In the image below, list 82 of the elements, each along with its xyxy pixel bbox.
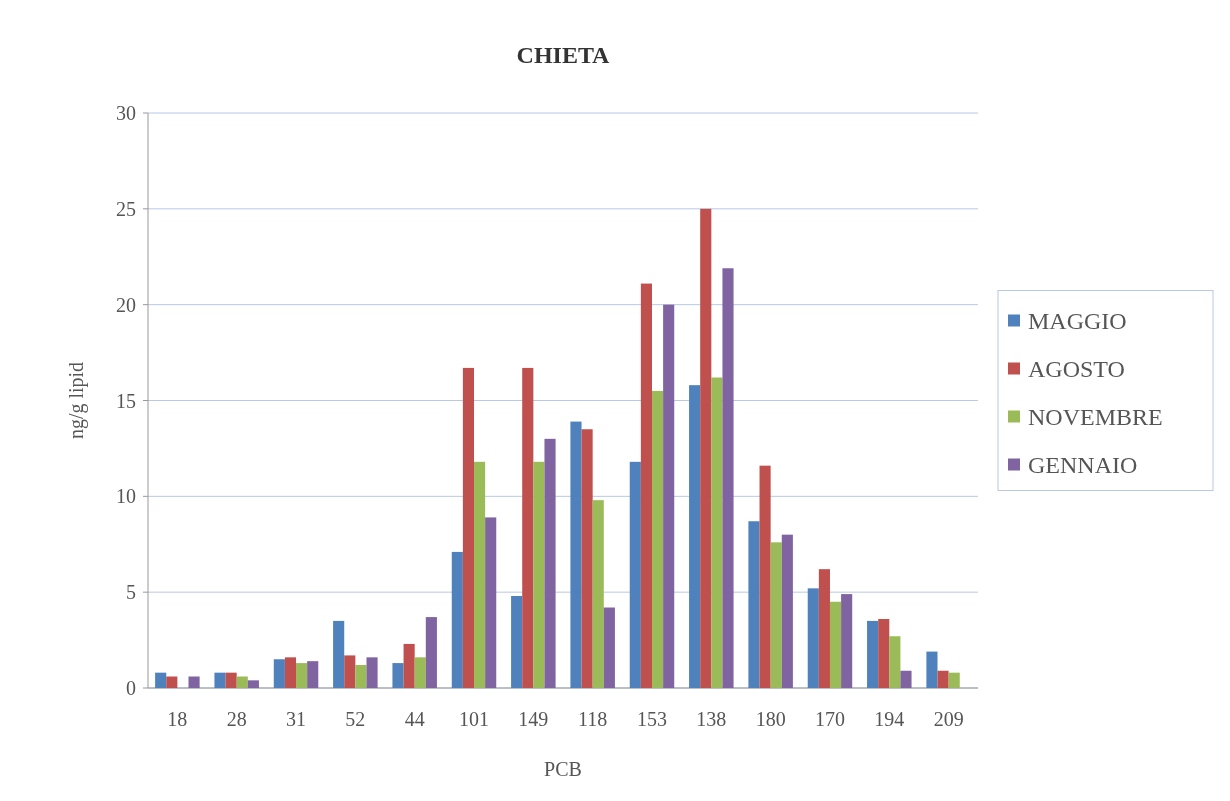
bar [462,367,475,688]
bar [214,672,226,688]
bar [878,619,890,688]
bar [841,594,853,688]
bar [948,672,960,688]
bar [392,663,404,688]
bar [748,521,760,688]
x-axis-title: PCB [544,758,582,780]
bar [155,672,167,688]
bar [533,461,545,688]
bar [273,659,285,688]
y-axis-title: ng/g lipid [65,361,88,440]
bar [689,385,701,688]
x-tick-label: 31 [286,708,307,730]
bar [818,569,830,688]
bar [651,390,664,688]
bar [511,596,523,688]
bar [759,465,771,688]
x-tick-label: 194 [874,708,905,730]
bar [570,421,582,688]
x-tick-label: 138 [696,708,727,730]
bar [581,429,593,688]
bar [403,643,415,688]
y-tick-label: 30 [116,102,136,124]
x-tick-label: 149 [518,708,549,730]
bar [829,601,842,688]
bar [592,500,604,688]
x-tick-label: 170 [814,708,845,730]
bar [425,617,437,688]
bar [236,676,248,688]
bar [700,208,712,688]
bar [296,663,308,688]
bar [366,657,378,688]
bar [781,534,793,688]
y-tick-label: 5 [126,581,136,604]
legend-label: GENNAIO [1028,451,1138,478]
bar [474,461,486,688]
bar [770,542,782,688]
bar [225,672,237,688]
bar [640,283,652,688]
bar [937,670,949,688]
x-tick-label: 18 [167,708,188,730]
x-tick-label: 44 [404,708,425,730]
bar [284,657,297,688]
bar [867,620,879,688]
bar [889,636,901,688]
legend-label: MAGGIO [1028,307,1127,334]
bar [629,461,641,688]
y-tick-label: 15 [116,389,136,412]
x-tick-label: 101 [459,708,490,730]
x-tick-label: 52 [345,708,366,730]
bar [807,588,819,688]
bar [900,670,912,688]
bar [166,676,178,688]
bar [188,676,200,688]
x-tick-label: 209 [933,708,964,730]
bar [663,304,675,688]
bar [722,268,734,688]
bar [247,680,259,688]
x-tick-label: 153 [636,708,667,730]
y-tick-label: 10 [116,485,136,508]
legend-label: AGOSTO [1028,355,1125,382]
bar [926,651,938,688]
y-tick-label: 25 [116,197,136,220]
legend-label: NOVEMBRE [1028,403,1163,430]
bar [544,438,556,688]
bar [711,377,723,688]
bar [603,607,615,688]
y-tick-label: 0 [126,677,136,699]
bar [485,517,497,688]
x-tick-label: 28 [226,708,247,730]
chart-title: CHIETA [516,42,611,68]
x-tick-label: 118 [578,708,608,730]
x-tick-label: 180 [755,708,786,730]
bar [522,367,534,688]
bar [307,661,319,688]
bar [333,620,345,688]
bar [355,665,367,688]
bar [344,655,356,688]
y-tick-label: 20 [116,293,136,316]
bar [451,551,463,688]
bar [414,657,426,688]
